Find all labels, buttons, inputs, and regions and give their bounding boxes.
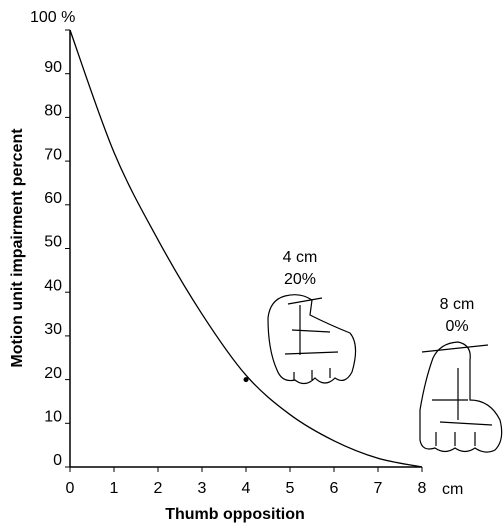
x-tick-label: 1 [110,480,119,497]
y-axis-title: Motion unit impairment percent [9,128,26,368]
highlight-point [243,377,249,383]
x-axis-title: Thumb opposition [165,506,305,523]
x-tick-label: 2 [154,480,163,497]
annotation: 4 cm [283,249,318,266]
x-unit: cm [442,481,463,498]
x-tick-label: 0 [66,480,75,497]
annotation: 20% [284,271,316,288]
hand-illustration [419,341,503,453]
y-tick-label: 80 [44,103,62,120]
y-tick-label: 90 [44,59,62,76]
annotation: 8 cm [440,296,475,313]
x-tick-label: 3 [198,480,207,497]
y-tick-label: 60 [44,190,62,207]
x-tick-label: 5 [286,480,295,497]
y-tick-label: 0 [53,452,62,469]
y-tick-label: 40 [44,277,62,294]
y-tick-label: 30 [44,321,62,338]
x-tick-label: 7 [374,480,383,497]
x-tick-label: 8 [418,480,427,497]
x-tick-label: 6 [330,480,339,497]
y-tick-label: 70 [44,146,62,163]
annotation: 0% [445,318,468,335]
y-tick-label: 10 [44,409,62,426]
curve [69,29,423,468]
x-tick-label: 4 [242,480,251,497]
hand-illustration [267,294,357,385]
y-tick-label: 50 [44,234,62,251]
y-tick-label: 20 [44,365,62,382]
y-tick-label: 100 % [30,9,75,26]
